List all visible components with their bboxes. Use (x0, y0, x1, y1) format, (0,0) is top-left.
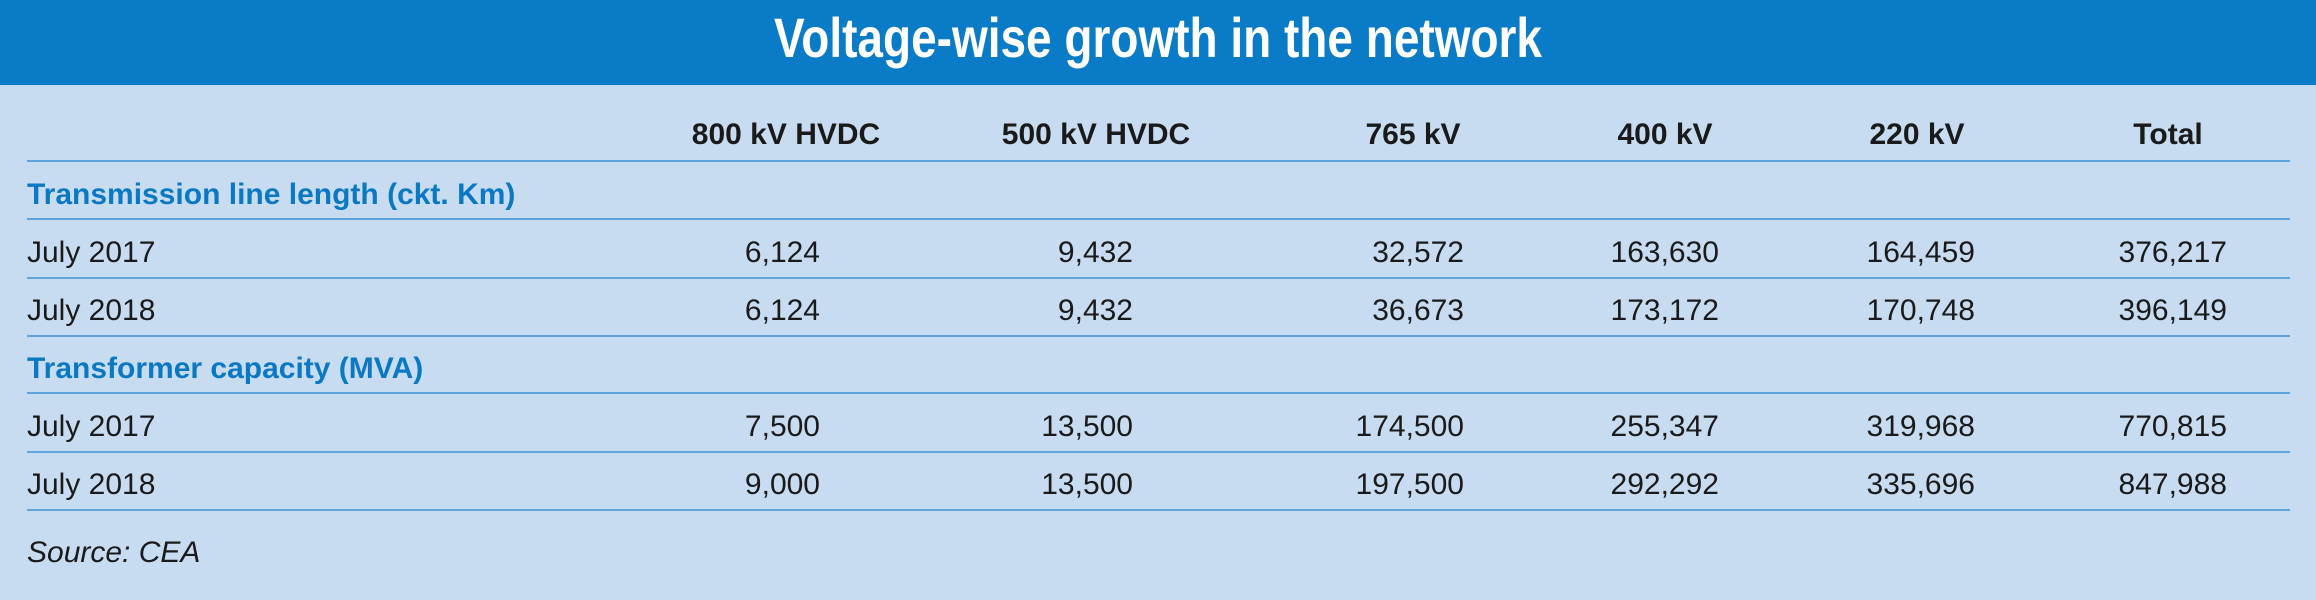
column-header: 220 kV (1869, 118, 1964, 151)
cell-value: 197,500 (1356, 468, 1464, 501)
cell-value: 396,149 (2119, 294, 2227, 327)
cell-value: 173,172 (1611, 294, 1719, 327)
title-bar (0, 0, 2316, 85)
cell-value: 32,572 (1372, 236, 1464, 269)
section-title: Transformer capacity (MVA) (27, 352, 423, 385)
cell-value: 163,630 (1611, 236, 1719, 269)
cell-value: 174,500 (1356, 410, 1464, 443)
cell-value: 376,217 (2119, 236, 2227, 269)
source: Source: CEA (27, 536, 200, 569)
cell-value: 319,968 (1867, 410, 1975, 443)
column-header: 400 kV (1617, 118, 1712, 151)
section-title: Transmission line length (ckt. Km) (27, 178, 515, 211)
title: Voltage-wise growth in the network (774, 6, 1543, 69)
cell-value: 6,124 (745, 294, 820, 327)
cell-value: 13,500 (1041, 410, 1133, 443)
cell-value: 335,696 (1867, 468, 1975, 501)
cell-value: 13,500 (1041, 468, 1133, 501)
column-header: 500 kV HVDC (1002, 118, 1190, 151)
column-header: Total (2133, 118, 2202, 151)
row-label: July 2018 (27, 294, 155, 327)
cell-value: 9,432 (1058, 294, 1133, 327)
cell-value: 292,292 (1611, 468, 1719, 501)
cell-value: 255,347 (1611, 410, 1719, 443)
row-label: July 2017 (27, 236, 155, 269)
cell-value: 9,432 (1058, 236, 1133, 269)
cell-value: 170,748 (1867, 294, 1975, 327)
cell-value: 847,988 (2119, 468, 2227, 501)
cell-value: 770,815 (2119, 410, 2227, 443)
cell-value: 7,500 (745, 410, 820, 443)
row-label: July 2018 (27, 468, 155, 501)
column-header: 800 kV HVDC (692, 118, 880, 151)
column-header: 765 kV (1365, 118, 1460, 151)
cell-value: 6,124 (745, 236, 820, 269)
cell-value: 36,673 (1372, 294, 1464, 327)
row-label: July 2017 (27, 410, 155, 443)
cell-value: 164,459 (1867, 236, 1975, 269)
cell-value: 9,000 (745, 468, 820, 501)
